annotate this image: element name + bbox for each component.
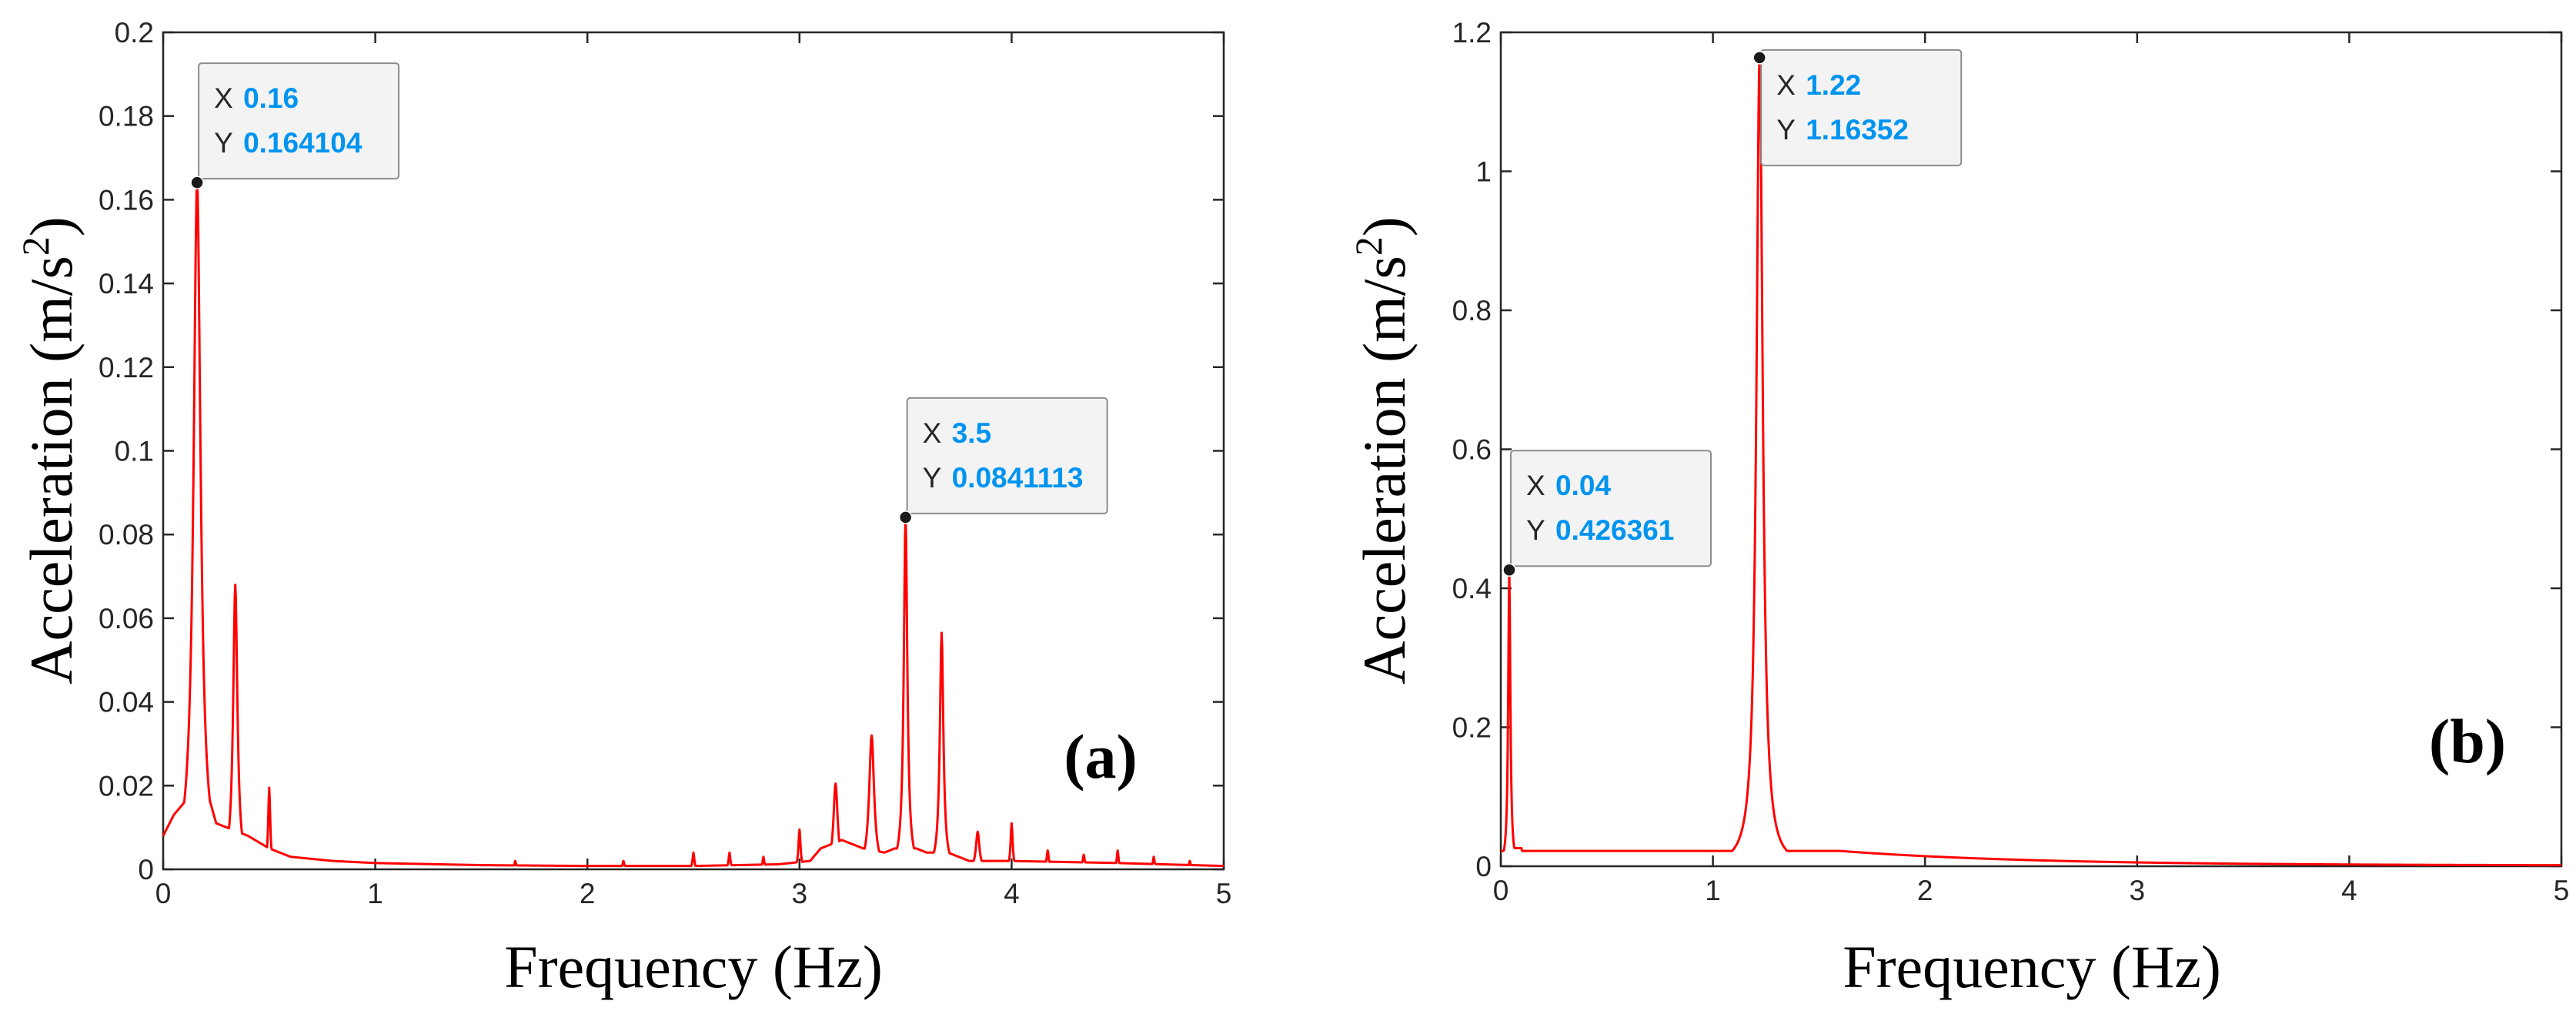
y-tick-label: 0.06	[99, 603, 154, 634]
datatip-y-value: 0.0841113	[952, 462, 1084, 494]
datatip-box	[1760, 49, 1963, 166]
y-tick-label: 0.08	[99, 519, 154, 551]
ticks-a	[162, 31, 1225, 871]
y-tick-label: 0.6	[1452, 434, 1492, 466]
x-tick-label: 4	[2341, 875, 2357, 906]
datatip-marker[interactable]	[190, 176, 204, 189]
y-tick-label: 1.2	[1452, 17, 1492, 49]
datatip-marker[interactable]	[1502, 563, 1516, 577]
datatip-y-value: 0.426361	[1555, 514, 1674, 546]
datatip[interactable]: X 3.5 Y 0.0841113	[898, 397, 1108, 524]
datatip[interactable]: X 1.22 Y 1.16352	[1752, 49, 1963, 166]
x-tick-label: 3	[792, 878, 808, 909]
y-tick-label: 0.18	[99, 101, 154, 132]
y-tick-labels-a: 0 0.02 0.04 0.06 0.08 0.1 0.12 0.14 0.16 0.18 0.2	[99, 17, 154, 885]
panel-label-a: (a)	[1064, 721, 1138, 792]
datatip-box	[906, 397, 1108, 514]
datatips-a: X 0.16 Y 0.164104 X 3.5 Y 0.0841113	[190, 62, 1108, 524]
datatip-x-value: 0.16	[243, 82, 299, 114]
y-tick-label: 0.2	[1452, 712, 1492, 744]
y-tick-label: 0.1	[115, 436, 154, 467]
y-axis-label-b: Acceleration (m/s2)	[1347, 216, 1418, 685]
datatip-x-key: X	[1526, 470, 1545, 501]
x-tick-label: 1	[367, 878, 383, 909]
datatip-x-key: X	[923, 417, 942, 449]
datatip-x-key: X	[1776, 69, 1796, 101]
datatip[interactable]: X 0.16 Y 0.164104	[190, 62, 400, 189]
y-tick-label: 0.8	[1452, 295, 1492, 326]
panel-label-b: (b)	[2429, 706, 2506, 776]
y-tick-label: 0	[138, 854, 154, 885]
y-axis-label-a: Acceleration (m/s2)	[14, 216, 85, 685]
datatip-box	[198, 62, 400, 180]
datatip-y-key: Y	[1526, 514, 1545, 546]
datatip-marker[interactable]	[898, 511, 913, 524]
x-tick-label: 2	[1917, 875, 1933, 906]
y-tick-label: 0.04	[99, 687, 154, 718]
datatip-marker[interactable]	[1752, 51, 1766, 65]
y-tick-label: 0.2	[115, 17, 154, 49]
y-tick-label: 0.02	[99, 770, 154, 802]
spectrum-line-a	[162, 181, 1225, 868]
y-tick-label: 0	[1475, 851, 1492, 882]
datatip-y-key: Y	[214, 127, 233, 159]
y-tick-label: 0.14	[99, 268, 154, 300]
x-axis-label-b: Frequency (Hz)	[1843, 933, 2221, 1000]
datatip-y-value: 0.164104	[243, 127, 363, 159]
x-tick-label: 0	[1493, 875, 1509, 906]
x-tick-label: 5	[1216, 878, 1232, 909]
datatip-box	[1510, 450, 1712, 567]
datatip-x-value: 0.04	[1555, 470, 1611, 501]
datatip-y-key: Y	[923, 462, 942, 494]
x-tick-label: 0	[155, 878, 172, 909]
datatip-x-value: 3.5	[952, 417, 991, 449]
x-tick-label: 2	[580, 878, 596, 909]
x-tick-label: 1	[1705, 875, 1721, 906]
x-tick-label: 3	[2130, 875, 2146, 906]
spectrum-line-b	[1500, 56, 2562, 867]
y-tick-labels-b: 0 0.2 0.4 0.6 0.8 1 1.2	[1452, 17, 1492, 882]
x-tick-label: 5	[2554, 875, 2570, 906]
datatip-x-key: X	[214, 82, 233, 114]
datatip-y-key: Y	[1776, 114, 1796, 146]
datatip-y-value: 1.16352	[1806, 114, 1909, 146]
y-tick-label: 1	[1475, 156, 1492, 188]
x-tick-label: 4	[1004, 878, 1020, 909]
y-tick-label: 0.4	[1452, 573, 1492, 604]
x-tick-labels-a: 0 1 2 3 4 5	[155, 878, 1232, 909]
datatip-x-value: 1.22	[1806, 69, 1861, 101]
y-tick-label: 0.16	[99, 184, 154, 216]
plot-area-b	[1499, 31, 2563, 868]
x-axis-label-a: Frequency (Hz)	[504, 933, 883, 1000]
y-tick-label: 0.12	[99, 352, 154, 383]
datatips-b: X 0.04 Y 0.426361 X 1.22 Y 1.16352	[1502, 49, 1963, 577]
datatip[interactable]: X 0.04 Y 0.426361	[1502, 450, 1712, 577]
x-tick-labels-b: 0 1 2 3 4 5	[1493, 875, 2570, 906]
